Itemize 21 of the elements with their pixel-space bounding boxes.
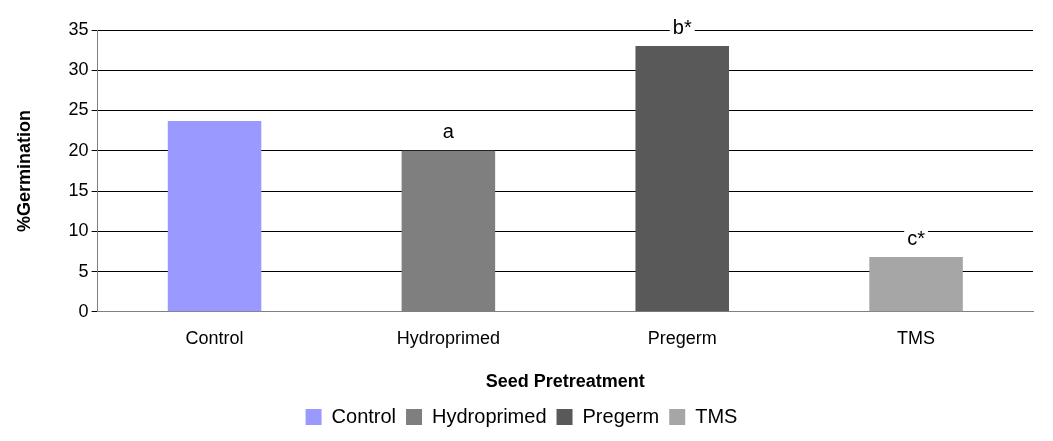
x-tick-label: TMS	[897, 327, 936, 348]
legend-label: Hydroprimed	[432, 404, 547, 427]
x-tick-label: Hydroprimed	[396, 327, 500, 348]
annotation: a	[442, 120, 455, 143]
y-tick-label: 35	[68, 18, 89, 39]
legend-label: Pregerm	[582, 404, 660, 427]
annotation: b*	[672, 15, 692, 38]
y-tick-label: 30	[68, 59, 89, 80]
legend-label: Control	[331, 404, 397, 427]
y-tick-label: 25	[68, 99, 89, 120]
y-axis-title: %Germination	[13, 109, 34, 232]
x-tick-label: Control	[185, 327, 244, 348]
legend-label: TMS	[695, 404, 738, 427]
y-tick-label: 10	[68, 220, 89, 241]
x-axis-title: Seed Pretreatment	[485, 371, 645, 392]
y-tick-label: 20	[68, 139, 89, 160]
y-tick-label: 15	[68, 180, 89, 200]
y-tick-label: 5	[78, 260, 89, 281]
x-tick-label: Pregerm	[647, 327, 717, 348]
annotation: c*	[907, 226, 926, 249]
y-tick-label: 0	[78, 300, 89, 321]
